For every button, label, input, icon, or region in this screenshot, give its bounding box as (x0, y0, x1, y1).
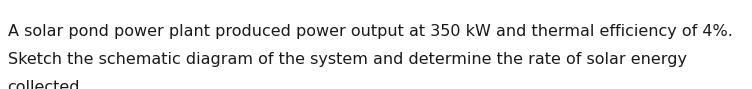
Text: A solar pond power plant produced power output at 350 kW and thermal efficiency : A solar pond power plant produced power … (8, 24, 732, 39)
Text: collected.: collected. (8, 80, 85, 89)
Text: Sketch the schematic diagram of the system and determine the rate of solar energ: Sketch the schematic diagram of the syst… (8, 52, 687, 67)
